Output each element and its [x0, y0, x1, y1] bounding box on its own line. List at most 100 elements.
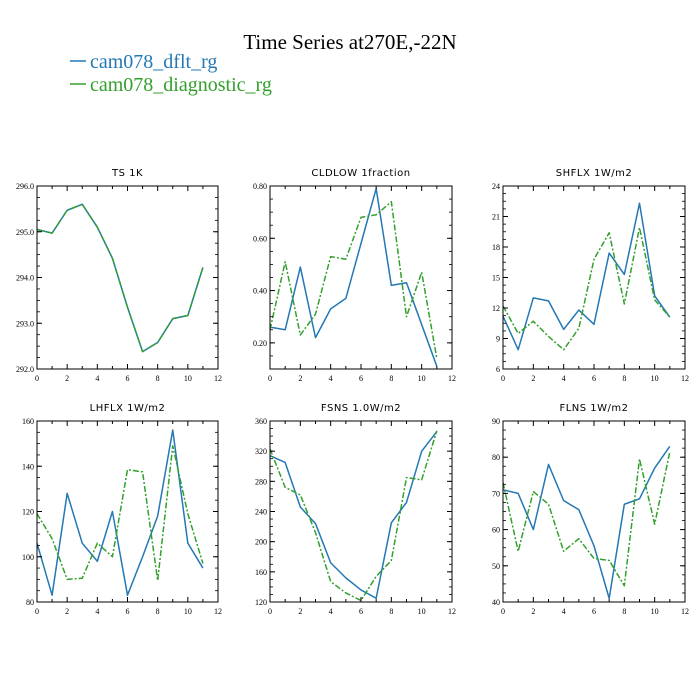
y-tick-label: 293.0: [16, 319, 34, 328]
y-tick-label: 200: [255, 538, 267, 547]
x-tick-label: 12: [448, 607, 456, 616]
x-tick-label: 8: [622, 607, 626, 616]
series-line-1: [37, 429, 204, 596]
plot-frame: [502, 420, 686, 603]
y-tick-label: 240: [255, 508, 267, 517]
panel-title: LHFLX 1W/m2: [90, 403, 166, 414]
series-line-2: [270, 430, 438, 602]
x-tick-label: 4: [95, 607, 99, 616]
y-tick-label: 140: [22, 462, 34, 471]
panel-1: TS 1K 0 2 4 6 8 10 12 292.0 293.0 294.0 295.0 296.0: [16, 168, 222, 383]
x-tick-label: 4: [562, 374, 566, 383]
x-tick-label: 10: [184, 374, 192, 383]
series-line-1: [270, 431, 438, 599]
panel-title: TS 1K: [111, 168, 143, 179]
y-tick-label: 294.0: [16, 274, 34, 283]
legend-label-1: cam078_dflt_rg: [90, 51, 217, 73]
panel-4: LHFLX 1W/m2 0 2 4 6 8 10 12 80 100 120 140 160: [22, 403, 222, 616]
y-tick-label: 9: [496, 335, 500, 344]
x-tick-label: 2: [65, 374, 69, 383]
y-tick-label: 12: [492, 304, 500, 313]
x-tick-label: 8: [156, 607, 160, 616]
panel-5: FSNS 1.0W/m2 0 2 4 6 8 10 12 120 160 200 240 280 320 3…: [255, 403, 456, 616]
x-tick-label: 2: [531, 607, 535, 616]
x-tick-label: 12: [681, 374, 689, 383]
panel-title: FSNS 1.0W/m2: [321, 403, 401, 414]
y-tick-label: 21: [492, 213, 500, 222]
y-tick-label: 120: [255, 598, 267, 607]
x-tick-label: 8: [389, 607, 393, 616]
x-tick-label: 0: [268, 374, 272, 383]
y-tick-label: 0.60: [253, 234, 267, 243]
panel-2: CLDLOW 1fraction 0 2 4 6 8 10 12 0.20 0.40 0.60 0.8…: [253, 168, 456, 383]
y-tick-label: 360: [255, 417, 267, 426]
y-tick-label: 295.0: [16, 228, 34, 237]
y-tick-label: 15: [492, 274, 500, 283]
x-tick-label: 6: [359, 607, 363, 616]
y-tick-label: 80: [492, 453, 500, 462]
x-tick-label: 0: [268, 607, 272, 616]
y-tick-label: 60: [492, 526, 500, 535]
x-tick-label: 6: [126, 607, 130, 616]
y-tick-label: 100: [22, 553, 34, 562]
y-tick-label: 160: [255, 568, 267, 577]
x-tick-label: 10: [418, 374, 426, 383]
x-tick-label: 10: [418, 607, 426, 616]
x-tick-label: 12: [214, 374, 222, 383]
y-tick-label: 120: [22, 508, 34, 517]
x-tick-label: 2: [298, 607, 302, 616]
panel-title: FLNS 1W/m2: [559, 403, 628, 414]
y-tick-label: 6: [496, 365, 500, 374]
x-tick-label: 2: [65, 607, 69, 616]
y-tick-label: 80: [26, 598, 34, 607]
y-tick-label: 50: [492, 562, 500, 571]
series-line-1: [270, 187, 438, 367]
x-tick-label: 8: [389, 374, 393, 383]
series-line-2: [270, 200, 438, 359]
y-tick-label: 292.0: [16, 365, 34, 374]
y-tick-label: 40: [492, 598, 500, 607]
x-tick-label: 4: [562, 607, 566, 616]
y-tick-label: 296.0: [16, 182, 34, 191]
x-tick-label: 6: [592, 374, 596, 383]
panels: TS 1K0 2 4 6 8 10 12292.0293.0294.0295.0296.0C…: [16, 168, 689, 616]
series-line-2: [503, 451, 671, 587]
series-line-1: [37, 203, 204, 353]
plot-frame: [502, 185, 686, 370]
y-tick-label: 0.20: [253, 339, 267, 348]
x-tick-label: 12: [448, 374, 456, 383]
panel-title: SHFLX 1W/m2: [556, 168, 632, 179]
x-tick-label: 0: [35, 607, 39, 616]
legend-label-2: cam078_diagnostic_rg: [90, 74, 272, 96]
x-tick-label: 2: [298, 374, 302, 383]
x-tick-label: 10: [184, 607, 192, 616]
series-line-1: [503, 202, 671, 351]
figure-title: Time Series at270E,-22N: [243, 30, 456, 54]
x-tick-label: 6: [359, 374, 363, 383]
series-line-2: [37, 445, 204, 582]
x-tick-label: 8: [622, 374, 626, 383]
y-tick-label: 70: [492, 489, 500, 498]
x-tick-label: 6: [126, 374, 130, 383]
plot-frame: [36, 185, 219, 370]
y-tick-label: 0.80: [253, 182, 267, 191]
series-line-2: [503, 226, 671, 351]
y-tick-label: 90: [492, 417, 500, 426]
x-tick-label: 0: [501, 607, 505, 616]
y-tick-label: 0.40: [253, 287, 267, 296]
x-tick-label: 12: [214, 607, 222, 616]
x-tick-label: 4: [329, 607, 333, 616]
x-tick-label: 10: [651, 607, 659, 616]
x-tick-label: 6: [592, 607, 596, 616]
x-tick-label: 4: [329, 374, 333, 383]
y-tick-label: 280: [255, 477, 267, 486]
x-tick-label: 0: [35, 374, 39, 383]
y-tick-label: 320: [255, 447, 267, 456]
y-tick-label: 18: [492, 243, 500, 252]
y-tick-label: 24: [492, 182, 500, 191]
x-tick-label: 12: [681, 607, 689, 616]
x-tick-label: 10: [651, 374, 659, 383]
